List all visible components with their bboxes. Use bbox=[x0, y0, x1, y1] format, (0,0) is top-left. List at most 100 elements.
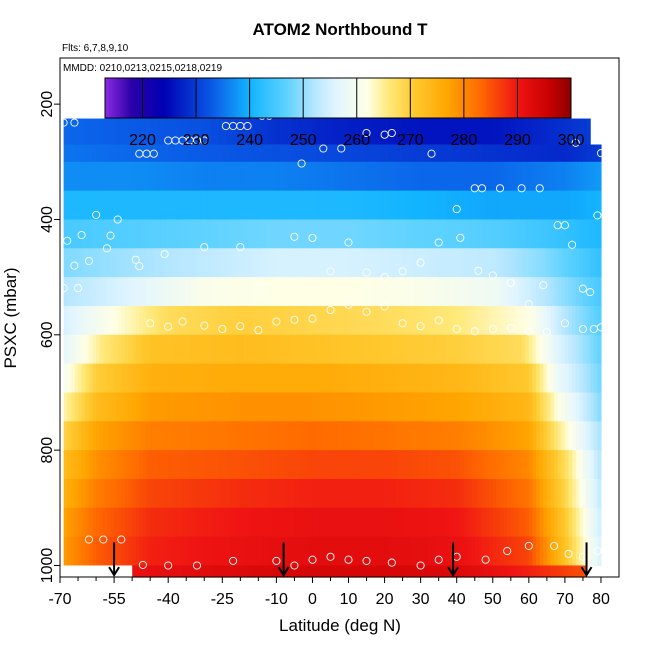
field-cell bbox=[269, 478, 274, 509]
field-cell bbox=[312, 478, 317, 509]
field-cell bbox=[103, 161, 108, 192]
field-cell bbox=[564, 277, 570, 307]
field-cell bbox=[211, 161, 216, 192]
observation-point bbox=[539, 281, 548, 290]
field-cell bbox=[572, 478, 577, 509]
x-tick-label: 60 bbox=[520, 591, 538, 608]
field-cell bbox=[579, 507, 584, 538]
field-cell bbox=[431, 248, 436, 278]
field-cell bbox=[388, 118, 393, 146]
field-cell bbox=[438, 305, 443, 336]
profile-arrow-head bbox=[108, 566, 120, 578]
field-cell bbox=[171, 118, 177, 146]
field-cell bbox=[276, 536, 281, 567]
field-cell bbox=[121, 450, 126, 480]
field-cell bbox=[395, 334, 400, 365]
field-cell bbox=[269, 277, 274, 307]
field-cell bbox=[287, 248, 292, 278]
field-cell bbox=[474, 334, 479, 365]
field-cell bbox=[391, 144, 396, 163]
field-cell bbox=[550, 219, 555, 249]
field-cell bbox=[269, 334, 274, 365]
field-cell bbox=[81, 305, 86, 336]
field-cell bbox=[128, 161, 133, 192]
field-cell bbox=[157, 305, 162, 336]
field-cell bbox=[298, 118, 303, 146]
field-cell bbox=[391, 421, 396, 451]
field-cell bbox=[370, 450, 375, 480]
field-cell bbox=[554, 450, 559, 480]
field-cell bbox=[171, 450, 177, 480]
field-cell bbox=[435, 190, 440, 221]
field-cell bbox=[305, 421, 310, 451]
field-cell bbox=[189, 118, 195, 146]
field-cell bbox=[546, 478, 552, 509]
field-cell bbox=[514, 144, 519, 163]
field-cell bbox=[294, 565, 299, 578]
field-cell bbox=[427, 277, 433, 307]
field-cell bbox=[175, 190, 180, 221]
field-cell bbox=[463, 161, 469, 192]
field-cell bbox=[204, 565, 209, 578]
field-cell bbox=[121, 219, 126, 249]
field-cell bbox=[319, 277, 324, 307]
field-cell bbox=[420, 565, 425, 578]
field-cell bbox=[164, 190, 169, 221]
field-cell bbox=[164, 450, 169, 480]
field-cell bbox=[568, 144, 573, 163]
field-cell bbox=[474, 421, 479, 451]
field-cell bbox=[355, 478, 360, 509]
field-cell bbox=[417, 144, 422, 163]
field-cell bbox=[218, 305, 223, 336]
field-cell bbox=[197, 248, 202, 278]
field-cell bbox=[582, 450, 588, 480]
field-cell bbox=[402, 334, 407, 365]
field-cell bbox=[135, 118, 140, 146]
field-cell bbox=[413, 478, 418, 509]
field-cell bbox=[316, 118, 321, 146]
field-cell bbox=[406, 536, 411, 567]
field-cell bbox=[103, 334, 108, 365]
field-cell bbox=[507, 277, 512, 307]
field-cell bbox=[247, 248, 252, 278]
field-cell bbox=[132, 305, 137, 336]
field-cell bbox=[557, 334, 562, 365]
field-cell bbox=[269, 507, 274, 538]
field-cell bbox=[193, 450, 198, 480]
field-cell bbox=[247, 144, 252, 163]
field-cell bbox=[467, 565, 472, 578]
field-cell bbox=[240, 478, 245, 509]
field-cell bbox=[362, 565, 368, 578]
field-cell bbox=[200, 363, 205, 394]
field-cell bbox=[478, 536, 483, 567]
field-cell bbox=[532, 161, 537, 192]
field-cell bbox=[561, 450, 566, 480]
field-cell bbox=[305, 161, 310, 192]
field-cell bbox=[63, 334, 68, 365]
field-cell bbox=[507, 363, 512, 394]
field-cell bbox=[85, 507, 90, 538]
field-cell bbox=[139, 190, 144, 221]
field-cell bbox=[442, 305, 447, 336]
field-cell bbox=[370, 219, 375, 249]
field-cell bbox=[489, 565, 494, 578]
field-cell bbox=[474, 565, 479, 578]
observation-point bbox=[586, 288, 595, 297]
field-cell bbox=[355, 277, 360, 307]
field-cell bbox=[218, 144, 223, 163]
field-cell bbox=[370, 248, 375, 278]
field-cell bbox=[319, 536, 324, 567]
field-cell bbox=[78, 144, 83, 163]
observation-point bbox=[344, 555, 353, 564]
field-cell bbox=[63, 536, 68, 567]
field-cell bbox=[319, 118, 324, 146]
field-cell bbox=[128, 536, 133, 567]
field-cell bbox=[171, 565, 177, 578]
field-cell bbox=[179, 248, 184, 278]
field-cell bbox=[92, 421, 97, 451]
field-cell bbox=[211, 536, 216, 567]
field-cell bbox=[92, 248, 97, 278]
field-cell bbox=[233, 507, 238, 538]
field-cell bbox=[81, 277, 86, 307]
field-cell bbox=[200, 161, 205, 192]
